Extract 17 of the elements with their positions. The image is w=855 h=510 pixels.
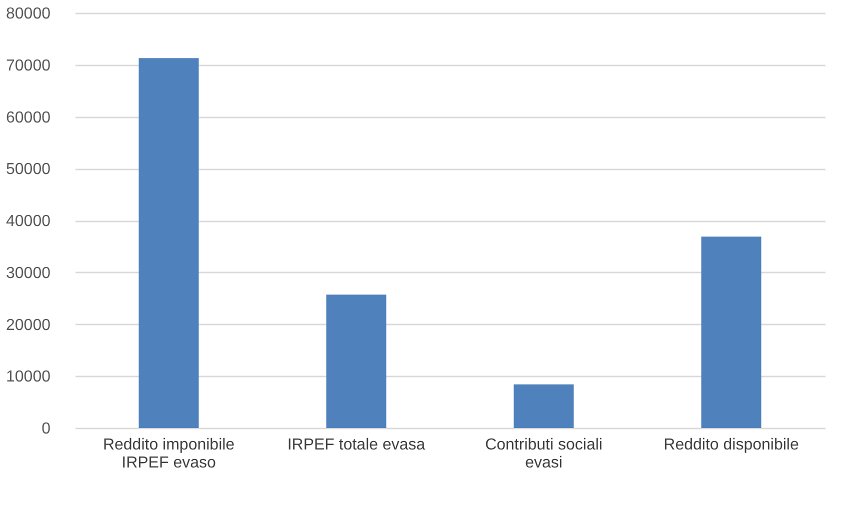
y-tick-label: 60000 bbox=[6, 109, 51, 126]
x-tick-label: Reddito imponibile IRPEF evaso bbox=[102, 436, 235, 472]
y-tick-label: 80000 bbox=[6, 6, 51, 22]
y-tick-label: 20000 bbox=[6, 316, 51, 334]
bar bbox=[138, 58, 199, 428]
y-tick-label: 40000 bbox=[6, 213, 51, 230]
x-tick-label: Contributi sociali evasi bbox=[485, 436, 602, 472]
y-tick-label: 10000 bbox=[6, 368, 51, 386]
x-tick-label: Reddito disponibile bbox=[664, 436, 799, 454]
x-tick-label: IRPEF totale evasa bbox=[287, 436, 426, 454]
bar bbox=[701, 236, 762, 428]
y-tick-label: 70000 bbox=[6, 57, 51, 74]
bar bbox=[514, 384, 574, 428]
y-tick-label: 0 bbox=[42, 420, 51, 438]
y-tick-label: 50000 bbox=[6, 161, 51, 178]
bar bbox=[326, 294, 386, 428]
y-tick-label: 30000 bbox=[6, 264, 51, 282]
